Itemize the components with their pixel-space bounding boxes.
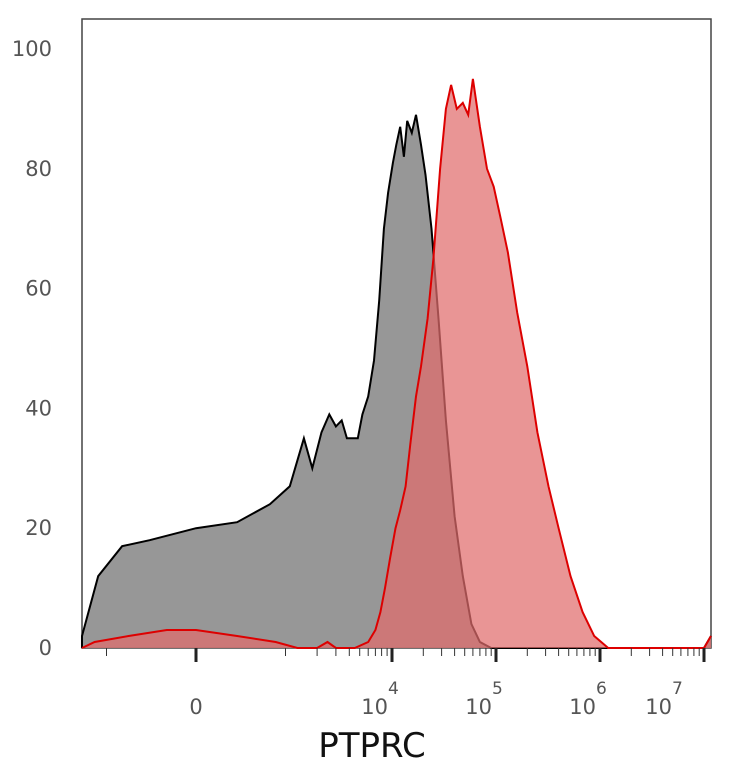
- x-tick-exponent: 4: [388, 679, 399, 699]
- y-tick-label: 20: [25, 516, 52, 540]
- y-tick-label: 0: [39, 636, 52, 660]
- series-2-line: [81, 78, 712, 649]
- y-tick-label: 40: [25, 396, 52, 420]
- x-tick-label: 10: [465, 695, 492, 719]
- x-tick-exponent: 5: [492, 679, 503, 699]
- x-axis-label: PTPRC: [318, 726, 425, 766]
- y-tick-label: 80: [25, 157, 52, 181]
- x-tick-exponent: 7: [672, 679, 683, 699]
- series-1-area: [82, 114, 711, 649]
- series-layer: [81, 78, 712, 649]
- x-tick-exponent: 6: [596, 679, 607, 699]
- y-tick-label: 100: [12, 37, 52, 61]
- series-2-area: [82, 78, 711, 648]
- x-tick-label: 0: [189, 695, 202, 719]
- x-tick-label: 10: [361, 695, 388, 719]
- y-tick-label: 60: [25, 277, 52, 301]
- x-tick-label: 10: [569, 695, 596, 719]
- y-axis: 0 20 40 60 80 100: [12, 37, 52, 660]
- x-tick-label: 10: [645, 695, 672, 719]
